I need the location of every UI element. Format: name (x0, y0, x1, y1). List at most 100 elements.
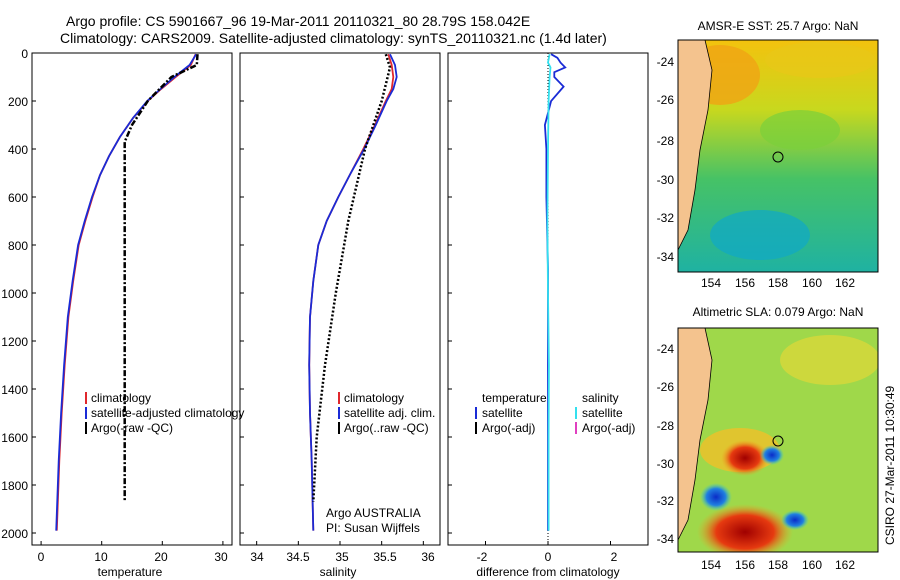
series-line-argo-raw-qc- (312, 53, 392, 502)
lat-tick: -28 (657, 419, 675, 433)
lon-tick: 156 (735, 558, 755, 572)
sst-map-title: AMSR-E SST: 25.7 Argo: NaN (698, 19, 859, 33)
lon-tick: 158 (768, 558, 788, 572)
x-tick: -2 (477, 550, 488, 564)
sst-map (678, 40, 878, 272)
sst-x-ticks: 154 156 158 160 162 (701, 276, 855, 290)
temperature-x-label: temperature (98, 565, 163, 579)
depth-tick: 1800 (1, 479, 28, 493)
lon-tick: 160 (802, 558, 822, 572)
legend-heading-temperature: temperature (482, 391, 547, 405)
title-line2: Climatology: CARS2009. Satellite-adjuste… (60, 30, 607, 46)
sla-map (678, 328, 878, 552)
salinity-plot (240, 52, 424, 545)
argo-pi-note: PI: Susan Wijffels (326, 521, 420, 535)
difference-plot (448, 52, 611, 545)
sla-high-eddy (697, 504, 793, 552)
lon-tick: 162 (835, 276, 855, 290)
float-marker (772, 435, 784, 447)
depth-tick: 2000 (1, 527, 28, 541)
legend-heading-salinity: salinity (582, 391, 619, 405)
salinity-x-label: salinity (320, 565, 357, 579)
depth-tick-labels: 0 200 400 600 800 1000 1200 1400 1600 18… (1, 47, 28, 541)
depth-tick: 0 (21, 47, 28, 61)
depth-tick: 800 (8, 239, 28, 253)
lon-tick: 160 (802, 276, 822, 290)
sst-land (678, 40, 713, 251)
lon-tick: 154 (701, 276, 721, 290)
legend-label: satellite-adjusted climatology (91, 406, 244, 420)
salinity-legend: climatology satellite adj. clim. Argo(..… (326, 391, 435, 535)
x-tick: 20 (154, 550, 168, 564)
series-line-satellite-adjusted-climatology (55, 53, 197, 531)
title-line1: Argo profile: CS 5901667_96 19-Mar-2011 … (66, 13, 530, 29)
sla-map-title: Altimetric SLA: 0.079 Argo: NaN (693, 305, 864, 319)
sla-low-eddy (700, 483, 732, 511)
legend-label: Argo(-adj) (582, 421, 635, 435)
legend-label: climatology (91, 391, 151, 405)
x-tick: 35.5 (373, 550, 397, 564)
temperature-legend: climatology satellite-adjusted climatolo… (85, 391, 244, 435)
sla-high-eddy (721, 440, 769, 476)
depth-tick: 200 (8, 95, 28, 109)
legend-label: satellite adj. clim. (344, 406, 435, 420)
lat-tick: -24 (657, 55, 675, 69)
lon-tick: 162 (835, 558, 855, 572)
x-tick: 34 (250, 550, 264, 564)
sst-warm-patch (765, 42, 875, 78)
series-line-argo-raw-qc- (123, 54, 199, 502)
series-line-satellite-adj-clim- (308, 53, 398, 531)
legend-label: climatology (344, 391, 404, 405)
lon-tick: 158 (768, 276, 788, 290)
sla-low-eddy (760, 445, 784, 465)
sst-y-ticks: -24 -26 -28 -30 -32 -34 (657, 55, 675, 264)
sla-y-ticks: -24 -26 -28 -30 -32 -34 (657, 342, 675, 546)
series-line-climatology (55, 53, 197, 531)
lon-tick: 154 (701, 558, 721, 572)
lat-tick: -34 (657, 250, 675, 264)
legend-label: Argo(-raw -QC) (91, 421, 173, 435)
lat-tick: -24 (657, 342, 675, 356)
temperature-x-ticks: 0 10 20 30 (38, 550, 228, 564)
x-tick: 30 (214, 550, 228, 564)
lon-tick: 156 (735, 276, 755, 290)
sst-map-frame (677, 39, 879, 273)
lat-tick: -26 (657, 93, 675, 107)
salinity-axes (239, 52, 441, 546)
series-line-climatology (308, 53, 395, 531)
legend-label: satellite (582, 406, 623, 420)
x-tick: 34.5 (286, 550, 310, 564)
difference-legend: temperature satellite Argo(-adj) salinit… (475, 391, 635, 435)
difference-x-ticks: -2 0 2 (477, 550, 618, 564)
sst-cool-patch (710, 210, 810, 260)
x-tick: 36 (421, 550, 435, 564)
lat-tick: -30 (657, 457, 675, 471)
float-marker (772, 151, 784, 163)
sla-map-frame (677, 327, 879, 553)
depth-tick: 1600 (1, 431, 28, 445)
x-tick: 2 (611, 550, 618, 564)
sla-land (678, 328, 713, 541)
depth-tick: 1200 (1, 335, 28, 349)
lat-tick: -30 (657, 173, 675, 187)
temperature-plot (32, 52, 224, 545)
lat-tick: -32 (657, 211, 675, 225)
lat-tick: -34 (657, 532, 675, 546)
depth-tick: 1000 (1, 287, 28, 301)
legend-label: Argo(-adj) (482, 421, 535, 435)
depth-tick: 600 (8, 191, 28, 205)
x-tick: 10 (94, 550, 108, 564)
x-tick: 35 (335, 550, 349, 564)
lat-tick: -26 (657, 380, 675, 394)
depth-tick: 1400 (1, 383, 28, 397)
x-tick: 0 (545, 550, 552, 564)
salinity-x-ticks: 34 34.5 35 35.5 36 (250, 550, 435, 564)
depth-tick: 400 (8, 143, 28, 157)
x-tick: 0 (38, 550, 45, 564)
lat-tick: -32 (657, 494, 675, 508)
series-line-salinity-satellite (546, 54, 552, 531)
argo-programme-note: Argo AUSTRALIA (326, 506, 421, 520)
legend-label: satellite (482, 406, 523, 420)
sla-x-ticks: 154 156 158 160 162 (701, 558, 855, 572)
